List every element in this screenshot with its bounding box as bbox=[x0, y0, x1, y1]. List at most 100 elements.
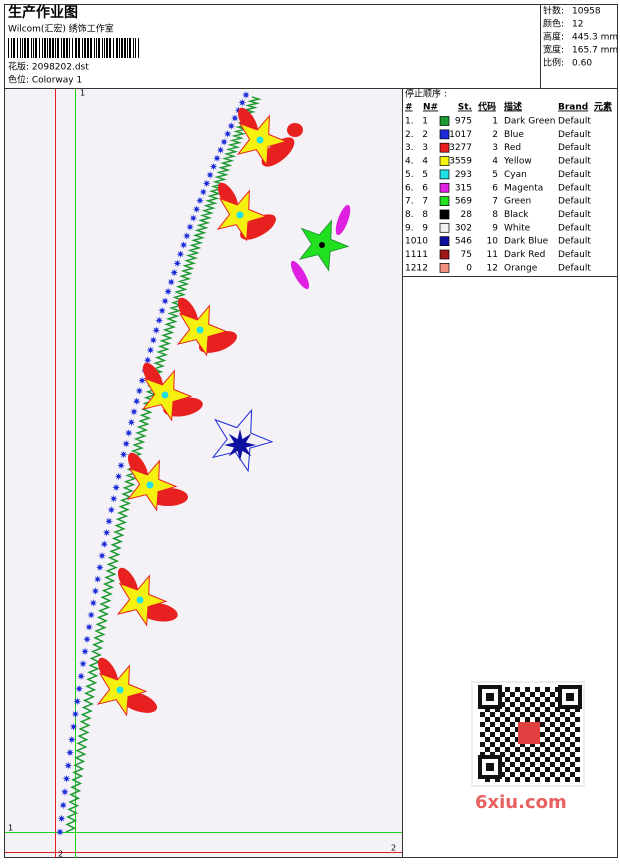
qr-cell bbox=[560, 712, 565, 717]
qr-cell bbox=[485, 777, 490, 782]
stitch bbox=[85, 623, 94, 632]
qr-cell bbox=[540, 702, 545, 707]
studio: Wilcom(汇宏) 绣饰工作室 bbox=[8, 23, 114, 35]
axis-label: 2 bbox=[391, 844, 396, 853]
swatch bbox=[439, 196, 450, 206]
qr-cell bbox=[565, 737, 570, 742]
stitches: 1017 bbox=[449, 130, 472, 140]
stitch bbox=[186, 222, 195, 231]
bar bbox=[8, 38, 9, 58]
stitch bbox=[102, 528, 111, 537]
qr-cell bbox=[515, 707, 520, 712]
qr-cell bbox=[570, 732, 575, 737]
qr-cell bbox=[545, 747, 550, 752]
qr-cell bbox=[520, 762, 525, 767]
qr-cell bbox=[550, 742, 555, 747]
bar bbox=[135, 38, 136, 58]
stitch bbox=[109, 494, 118, 503]
qr-cell bbox=[500, 772, 505, 777]
qr-cell bbox=[520, 702, 525, 707]
brand: Default bbox=[558, 117, 591, 127]
bar bbox=[31, 38, 32, 58]
qr-cell bbox=[540, 762, 545, 767]
description: Dark Red bbox=[504, 250, 545, 260]
stitch bbox=[81, 647, 90, 656]
bar bbox=[47, 38, 48, 58]
table-title: 停止顺序 : bbox=[405, 88, 447, 100]
stitch bbox=[216, 146, 225, 155]
column-header: 描述 bbox=[504, 101, 522, 113]
qr-cell bbox=[525, 717, 530, 722]
qr-cell bbox=[540, 742, 545, 747]
qr-cell bbox=[495, 777, 500, 782]
embroidery bbox=[56, 91, 351, 836]
qr-cell bbox=[570, 742, 575, 747]
qr-cell bbox=[490, 722, 495, 727]
title: 生产作业图 bbox=[8, 4, 78, 21]
stitch bbox=[195, 196, 204, 205]
qr-cell bbox=[560, 762, 565, 767]
qr-cell bbox=[525, 767, 530, 772]
stitch bbox=[89, 598, 98, 607]
stitches: 0 bbox=[466, 263, 472, 273]
qr-cell bbox=[485, 737, 490, 742]
stitch bbox=[202, 179, 211, 188]
qr-cell bbox=[530, 742, 535, 747]
row-index: 9. bbox=[405, 223, 414, 233]
bar bbox=[82, 38, 83, 58]
stitches: 3559 bbox=[449, 157, 472, 167]
qr-cell bbox=[540, 692, 545, 697]
qr-cell bbox=[545, 757, 550, 762]
qr-cell bbox=[495, 747, 500, 752]
stitch bbox=[57, 814, 66, 823]
qr-cell bbox=[550, 722, 555, 727]
info-label: 颜色: bbox=[543, 18, 564, 30]
qr-cell bbox=[565, 717, 570, 722]
qr-cell bbox=[555, 717, 560, 722]
bar bbox=[44, 38, 46, 58]
qr-cell bbox=[510, 722, 515, 727]
bar bbox=[129, 38, 131, 58]
needle: 7 bbox=[422, 197, 428, 207]
description: Black bbox=[504, 210, 529, 220]
qr-cell bbox=[530, 772, 535, 777]
bar bbox=[121, 38, 123, 58]
stitch bbox=[209, 162, 218, 171]
qr-cell bbox=[520, 772, 525, 777]
qr-cell bbox=[525, 757, 530, 762]
colorway: 色位: Colorway 1 bbox=[8, 74, 82, 86]
qr-cell bbox=[555, 757, 560, 762]
stitch bbox=[146, 346, 155, 355]
swatch bbox=[439, 182, 450, 193]
qr-cell bbox=[575, 747, 580, 752]
qr-cell bbox=[510, 742, 515, 747]
qr-cell bbox=[555, 767, 560, 772]
bar bbox=[66, 38, 68, 58]
qr-cell bbox=[500, 722, 505, 727]
bar bbox=[113, 38, 114, 58]
qr-cell bbox=[515, 717, 520, 722]
description: Dark Green bbox=[504, 117, 555, 127]
stitch bbox=[179, 240, 188, 249]
stitch bbox=[83, 635, 92, 644]
qr-cell bbox=[530, 692, 535, 697]
brand: Default bbox=[558, 130, 591, 140]
bar bbox=[52, 38, 54, 58]
stitch bbox=[213, 154, 222, 163]
needle: 5 bbox=[422, 170, 428, 180]
qr-cell bbox=[575, 737, 580, 742]
bar bbox=[24, 38, 26, 58]
qr-cell bbox=[570, 712, 575, 717]
qr-cell bbox=[540, 772, 545, 777]
needle: 1 bbox=[422, 117, 428, 127]
qr-cell bbox=[565, 767, 570, 772]
qr-cell bbox=[555, 687, 560, 692]
qr-cell bbox=[540, 732, 545, 737]
qr-cell bbox=[495, 727, 500, 732]
qr-cell bbox=[520, 712, 525, 717]
brand: Default bbox=[558, 250, 591, 260]
qr-cell bbox=[555, 697, 560, 702]
qr-cell bbox=[510, 702, 515, 707]
bar bbox=[57, 38, 59, 58]
